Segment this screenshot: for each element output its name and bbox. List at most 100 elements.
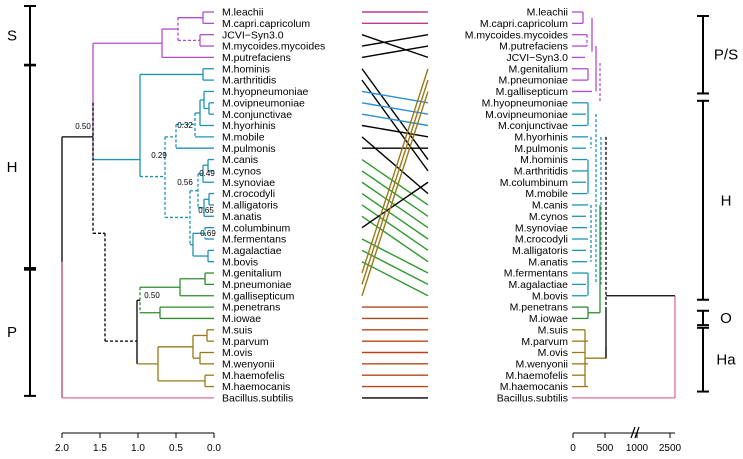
left-node-label-1: 0.32 [177, 121, 193, 130]
right-leaf-1: M.capri.capricolum [480, 18, 568, 30]
left-leaf-28: M.suis [222, 324, 252, 336]
right-leaf-0: M.leachii [527, 7, 568, 19]
right-leaf-17: M.canis [532, 200, 568, 212]
left-tree-branches [61, 11, 214, 399]
link-17 [361, 204, 429, 251]
left-node-label-4: 0.56 [177, 178, 193, 187]
left-tree-node-labels: 0.50 0.32 0.29 0.49 0.56 0.65 0.69 0.50 [75, 121, 216, 300]
left-group-label-1: H [7, 159, 18, 176]
right-leaf-18: M.cynos [529, 211, 568, 223]
left-leaf-9: M.conjunctivae [222, 109, 292, 121]
right-leaf-29: M.parvum [521, 336, 568, 348]
right-leaf-10: M.conjunctivae [498, 120, 568, 132]
right-leaf-28: M.suis [538, 324, 568, 336]
right-leaf-13: M.hominis [520, 154, 568, 166]
right-tree-branches [572, 11, 676, 399]
right-axis-tick-label-3: 2500 [659, 443, 682, 454]
right-leaf-33: M.haemocanis [500, 381, 568, 393]
right-leaf-25: M.bovis [532, 290, 568, 302]
left-leaf-30: M.ovis [222, 347, 252, 359]
right-leaf-31: M.wenyonii [515, 358, 568, 370]
link-24 [361, 79, 429, 285]
left-tree-axis: 2.0 1.5 1.0 0.5 0.0 [55, 432, 221, 454]
left-axis-tick-label-2: 1.0 [131, 443, 145, 454]
right-leaf-2: M.mycoides.mycoides [465, 29, 568, 41]
link-3 [361, 34, 429, 47]
link-25 [361, 91, 429, 296]
right-tree-leaf-labels: M.leachiiM.capri.capricolumM.mycoides.my… [465, 7, 569, 405]
left-leaf-2: JCVI−Syn3.0 [222, 29, 284, 41]
right-leaf-16: M.mobile [525, 188, 568, 200]
link-2 [361, 34, 429, 59]
left-node-label-2: 0.29 [151, 151, 167, 160]
link-20 [361, 238, 429, 274]
link-6 [361, 79, 429, 172]
right-axis-tick-label-0: 0 [570, 443, 576, 454]
right-leaf-6: M.pneumoniae [499, 75, 569, 87]
left-leaf-21: M.agalactiae [222, 245, 282, 257]
left-leaf-23: M.genitalium [222, 268, 282, 280]
left-leaf-8: M.ovipneumoniae [222, 97, 305, 109]
right-tree-group-brackets: P/S H O Ha [697, 15, 738, 393]
left-node-label-5: 0.65 [198, 206, 214, 215]
left-group-label-2: P [7, 324, 17, 341]
right-leaf-21: M.alligatoris [512, 245, 568, 257]
left-tree-leaf-labels: M.leachiiM.capri.capricolumJCVI−Syn3.0M.… [222, 7, 325, 405]
left-leaf-7: M.hyopneumoniae [222, 86, 309, 98]
left-leaf-5: M.hominis [222, 63, 270, 75]
right-axis-tick-label-2: 1000 [626, 443, 649, 454]
left-node-label-6: 0.69 [200, 229, 216, 238]
left-axis-tick-label-3: 0.5 [169, 443, 183, 454]
left-axis-tick-label-4: 0.0 [207, 443, 221, 454]
left-leaf-15: M.synoviae [222, 177, 275, 189]
left-leaf-1: M.capri.capricolum [222, 18, 310, 30]
right-leaf-26: M.penetrans [510, 302, 568, 314]
left-leaf-12: M.pulmonis [222, 143, 276, 155]
right-leaf-8: M.hyopneumoniae [482, 97, 569, 109]
left-leaf-29: M.parvum [222, 336, 269, 348]
left-leaf-19: M.columbinum [222, 222, 291, 234]
left-leaf-3: M.mycoides.mycoides [222, 41, 325, 53]
left-node-label-0: 0.50 [75, 122, 91, 131]
right-leaf-24: M.agalactiae [508, 279, 568, 291]
link-23 [361, 68, 429, 274]
left-leaf-6: M.arthritidis [222, 75, 276, 87]
left-leaf-34: Bacillus.subtilis [222, 393, 293, 405]
right-axis-tick-label-1: 500 [597, 443, 614, 454]
right-group-label-2: O [720, 310, 732, 327]
right-leaf-5: M.genitalium [508, 63, 568, 75]
right-leaf-14: M.arthritidis [514, 166, 568, 178]
right-leaf-23: M.fermentans [504, 268, 568, 280]
right-leaf-9: M.ovipneumoniae [485, 109, 568, 121]
right-leaf-11: M.hyorhinis [514, 131, 568, 143]
tanglegram-links [361, 11, 429, 399]
link-4 [361, 45, 429, 59]
left-leaf-10: M.hyorhinis [222, 120, 276, 132]
right-leaf-4: JCVI−Syn3.0 [506, 52, 568, 64]
left-leaf-18: M.anatis [222, 211, 262, 223]
link-19 [361, 181, 429, 229]
right-leaf-27: M.iowae [529, 313, 568, 325]
left-leaf-17: M.alligatoris [222, 200, 278, 212]
left-leaf-25: M.gallisepticum [222, 290, 295, 302]
left-leaf-31: M.wenyonii [222, 358, 275, 370]
left-leaf-0: M.leachii [222, 7, 263, 19]
right-group-label-3: Ha [716, 352, 736, 369]
left-leaf-4: M.putrefaciens [222, 52, 291, 64]
right-group-label-0: P/S [714, 47, 738, 64]
left-leaf-22: M.bovis [222, 256, 258, 268]
left-leaf-20: M.fermentans [222, 234, 286, 246]
left-leaf-13: M.canis [222, 154, 258, 166]
link-16 [361, 193, 429, 240]
left-leaf-24: M.pneumoniae [222, 279, 292, 291]
right-leaf-32: M.haemofelis [506, 370, 568, 382]
left-leaf-32: M.haemofelis [222, 370, 284, 382]
link-10 [361, 124, 429, 138]
right-leaf-7: M.gallisepticum [496, 86, 569, 98]
link-11 [361, 136, 429, 195]
left-tree-group-brackets: S H P [7, 5, 36, 397]
link-18 [361, 215, 429, 263]
left-node-label-3: 0.49 [199, 169, 215, 178]
